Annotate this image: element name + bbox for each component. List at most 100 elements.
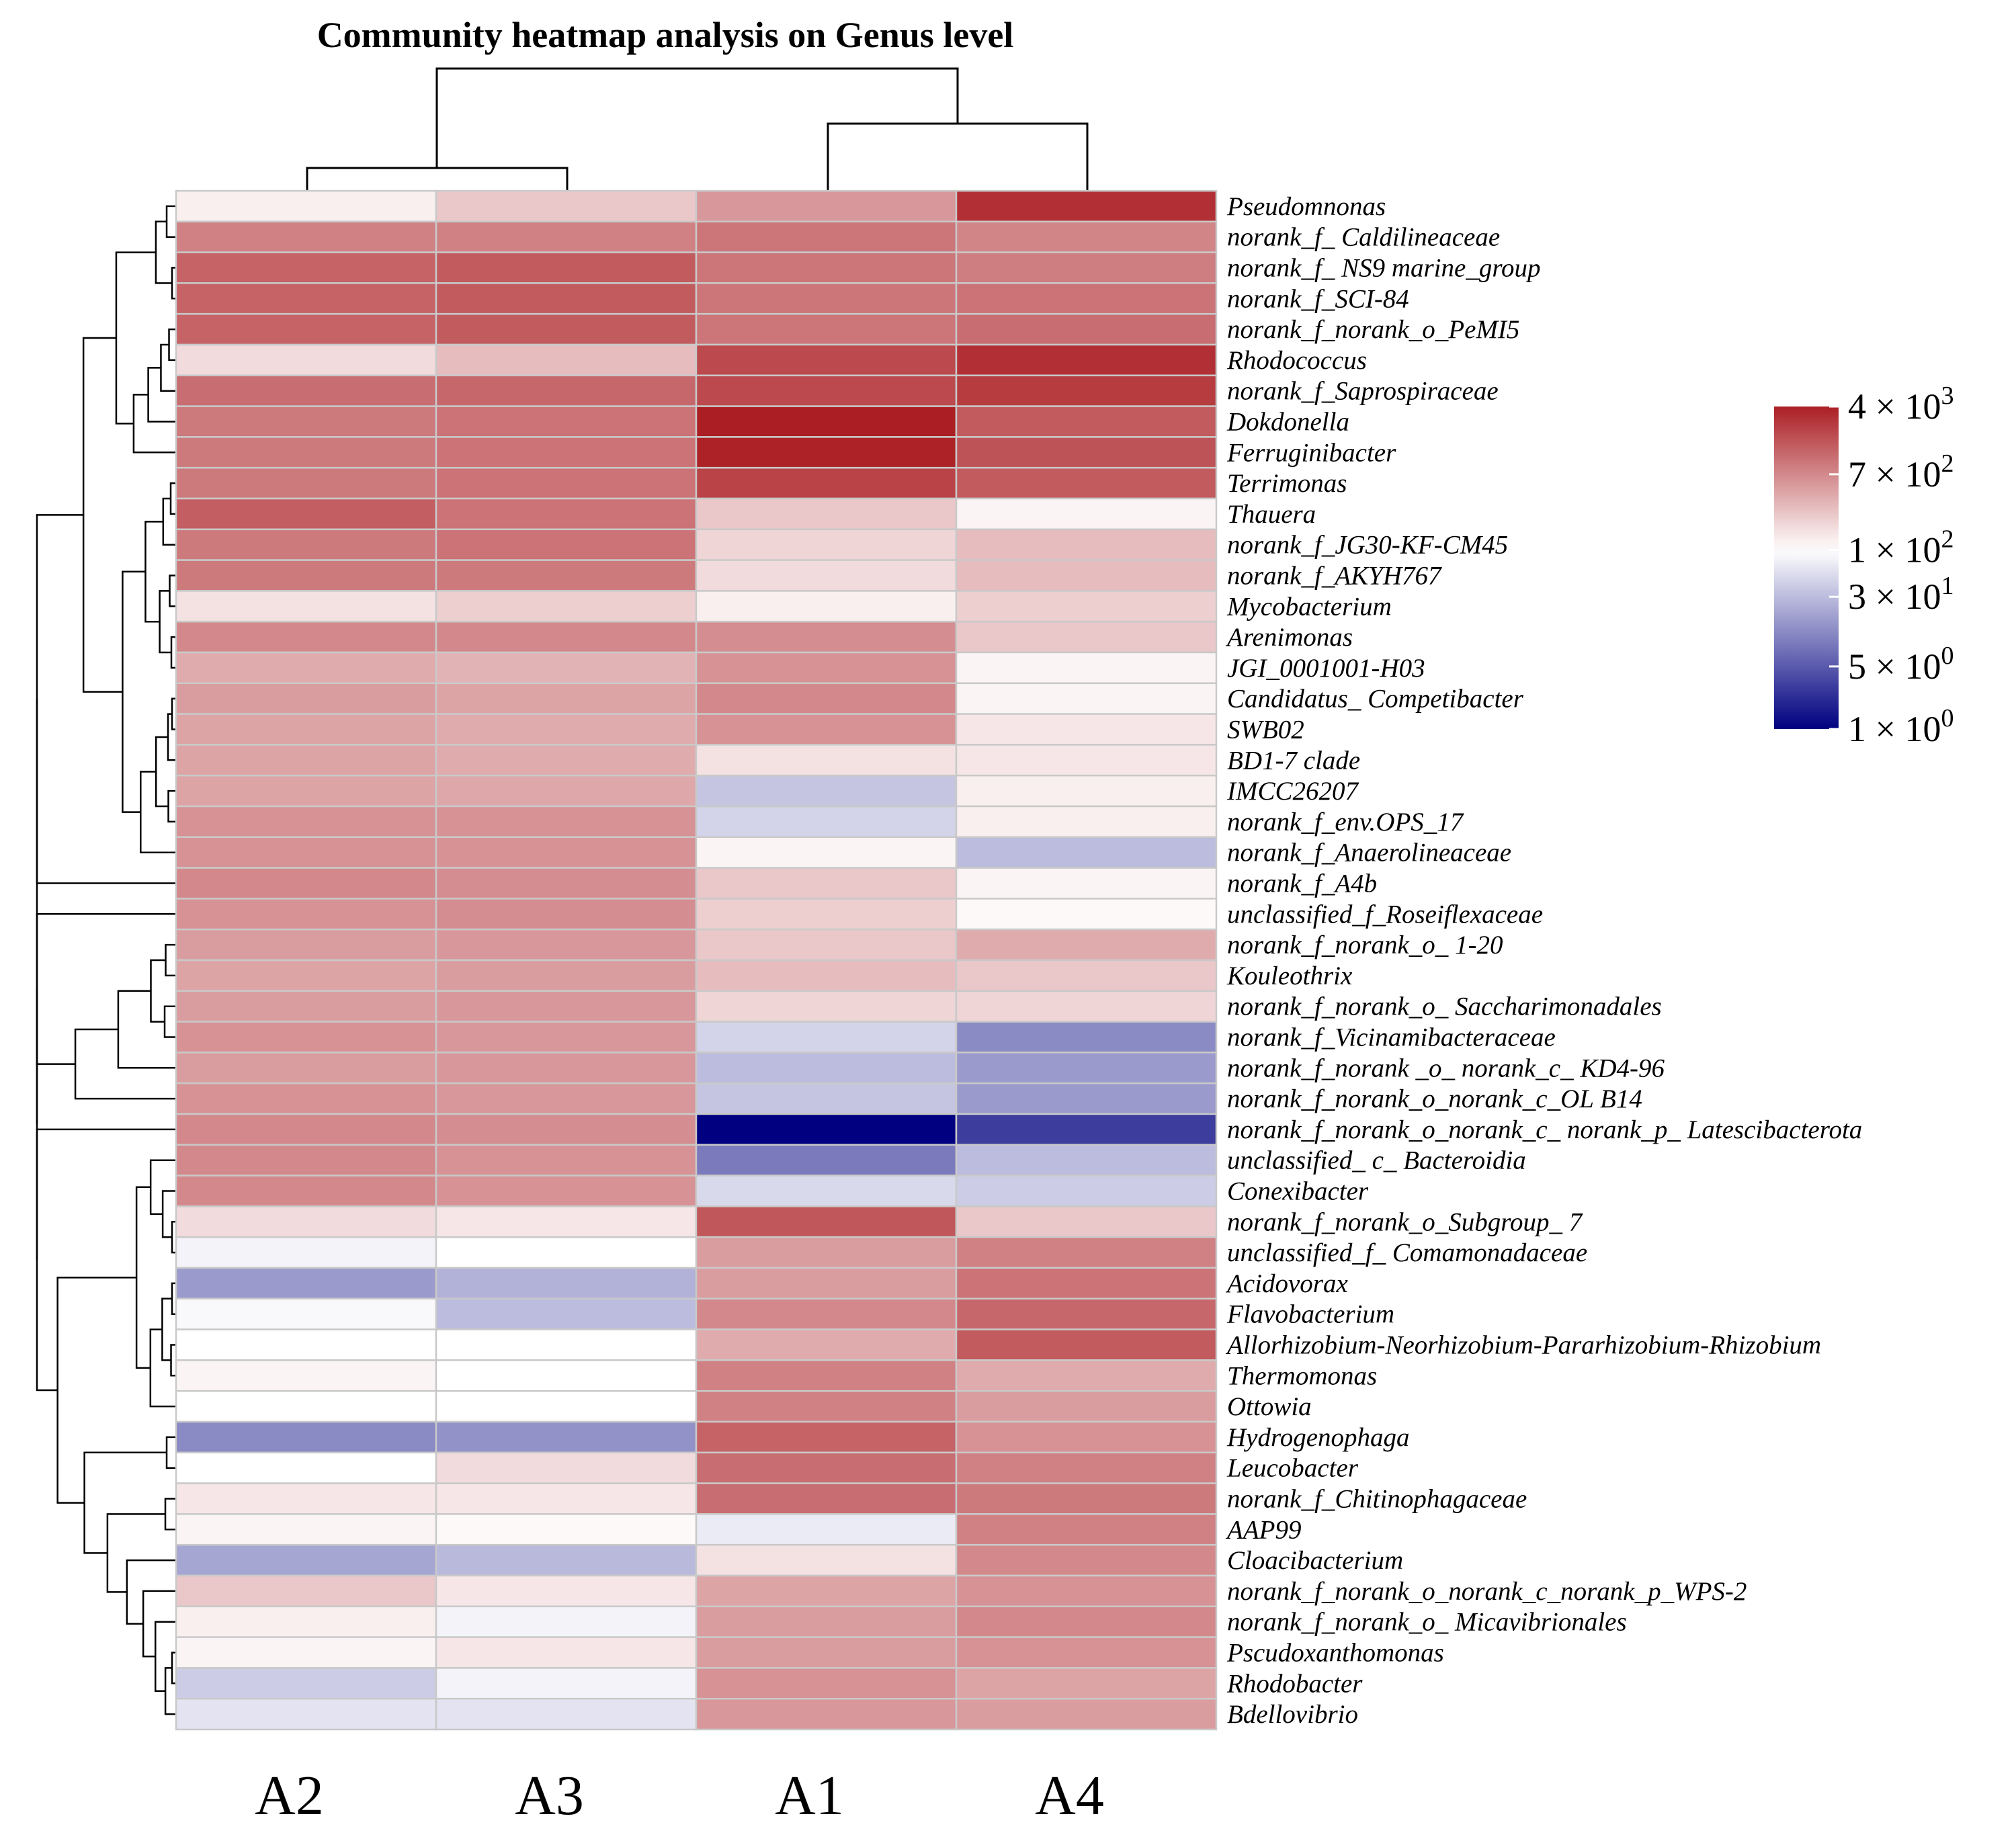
row-label: norank_f_norank_o_norank_c_ norank_p_ La… xyxy=(1227,1115,1862,1144)
heatmap-cell xyxy=(955,251,1218,284)
chart-title: Community heatmap analysis on Genus leve… xyxy=(317,15,1014,55)
heatmap-cell xyxy=(435,836,698,869)
row-label: JGI_0001001-H03 xyxy=(1227,654,1425,683)
heatmap-cell xyxy=(695,1359,958,1392)
heatmap-cell xyxy=(955,343,1218,377)
row-dendro-branch xyxy=(142,1590,176,1658)
row-label: Rhodobacter xyxy=(1226,1669,1363,1698)
heatmap-cell xyxy=(695,282,958,315)
row-label: Arenimonas xyxy=(1225,623,1353,652)
heatmap-cell xyxy=(175,1636,437,1669)
heatmap-cell xyxy=(695,805,958,839)
heatmap-cell xyxy=(435,1574,698,1608)
heatmap-cell xyxy=(695,1021,958,1054)
heatmap-cell xyxy=(435,282,698,315)
row-label: Ottowia xyxy=(1227,1392,1312,1421)
row-dendro-branch xyxy=(150,959,166,1023)
heatmap-cell xyxy=(955,1574,1218,1608)
row-label: norank_f_ NS9 marine_group xyxy=(1227,254,1541,283)
heatmap-cell xyxy=(955,1359,1218,1392)
heatmap-cell xyxy=(175,405,437,438)
heatmap-cell xyxy=(955,1451,1218,1484)
row-label: Ferruginibacter xyxy=(1226,438,1396,467)
heatmap-cells xyxy=(175,189,1218,1731)
heatmap-cell xyxy=(955,1420,1218,1454)
row-dendro-branch xyxy=(149,1328,176,1408)
heatmap-cell xyxy=(955,867,1218,900)
heatmap-cell xyxy=(955,1513,1218,1546)
heatmap-cell xyxy=(435,497,698,531)
row-dendro-branch xyxy=(164,1667,176,1715)
heatmap-cell xyxy=(695,1636,958,1669)
heatmap-cell xyxy=(955,1144,1218,1177)
heatmap-cell xyxy=(955,651,1218,685)
heatmap-cell xyxy=(955,1297,1218,1330)
heatmap-cell xyxy=(435,251,698,284)
heatmap-cell xyxy=(695,1605,958,1638)
heatmap-cell xyxy=(695,620,958,654)
heatmap-cell xyxy=(955,774,1218,808)
heatmap-cell xyxy=(175,1175,437,1207)
heatmap-cell xyxy=(955,1482,1218,1515)
heatmap-cell xyxy=(695,867,958,900)
row-label: norank_f_AKYH767 xyxy=(1227,562,1442,591)
heatmap-cell xyxy=(175,1236,437,1269)
row-label: norank_f_norank _o_ norank_c_ KD4-96 xyxy=(1227,1054,1665,1082)
heatmap-cell xyxy=(435,1420,698,1454)
heatmap-cell xyxy=(175,497,437,531)
heatmap-cell xyxy=(695,959,958,992)
heatmap-cell xyxy=(695,466,958,500)
col-dendro-branch-a1-a4 xyxy=(827,122,1089,191)
heatmap-cell xyxy=(175,1605,437,1638)
heatmap-cell xyxy=(955,559,1218,592)
heatmap-cell xyxy=(955,497,1218,531)
heatmap-cell xyxy=(695,1267,958,1300)
row-label: unclassified_f_ Comamonadaceae xyxy=(1227,1238,1587,1267)
heatmap-cell xyxy=(955,959,1218,992)
heatmap-cell xyxy=(955,282,1218,315)
row-label: unclassified_ c_ Bacteroidia xyxy=(1227,1146,1526,1175)
heatmap-cell xyxy=(175,1513,437,1546)
heatmap-cell xyxy=(175,374,437,407)
heatmap-cell xyxy=(435,651,698,685)
heatmap-cell xyxy=(175,1420,437,1454)
row-label: Rhodococcus xyxy=(1226,346,1367,375)
row-label: unclassified_f_Roseiflexaceae xyxy=(1227,900,1543,929)
row-dendro-branch xyxy=(160,343,176,392)
heatmap-cell xyxy=(695,990,958,1023)
heatmap-cell xyxy=(435,1113,698,1146)
col-dendro-branch-root xyxy=(435,67,959,168)
heatmap-cell xyxy=(175,1082,437,1115)
heatmap-cell xyxy=(435,1390,698,1423)
heatmap-cell xyxy=(175,590,437,623)
column-label: A4 xyxy=(1035,1764,1104,1827)
heatmap-cell xyxy=(435,990,698,1023)
heatmap-cell xyxy=(695,836,958,869)
heatmap-cell xyxy=(175,1697,437,1731)
row-dendro-branch xyxy=(122,570,146,813)
row-dendro-branch xyxy=(165,1436,176,1469)
heatmap-cell xyxy=(435,1328,698,1361)
heatmap-cell xyxy=(695,1175,958,1207)
heatmap-cell xyxy=(435,1267,698,1300)
heatmap-cell xyxy=(695,1328,958,1361)
row-label: norank_f_A4b xyxy=(1227,869,1377,898)
heatmap-cell xyxy=(695,1420,958,1454)
heatmap-cell xyxy=(955,189,1218,223)
heatmap-cell xyxy=(695,1482,958,1515)
row-dendro-branch xyxy=(165,943,176,977)
heatmap-cell xyxy=(175,1205,437,1238)
row-label: IMCC26207 xyxy=(1226,777,1359,806)
row-dendro-branch xyxy=(163,1005,176,1038)
heatmap-cell xyxy=(435,1205,698,1238)
heatmap-cell xyxy=(435,405,698,438)
row-label: Terrimonas xyxy=(1227,469,1347,498)
heatmap-cell xyxy=(175,528,437,561)
heatmap-cell xyxy=(175,1359,437,1392)
row-dendro-branch xyxy=(36,1128,176,1392)
heatmap-cell xyxy=(695,682,958,715)
row-label: norank_f_norank_o_norank_c_norank_p_WPS-… xyxy=(1227,1577,1747,1606)
heatmap-cell xyxy=(175,1297,437,1330)
heatmap-cell xyxy=(435,1636,698,1669)
row-label: Hydrogenophaga xyxy=(1226,1423,1410,1452)
